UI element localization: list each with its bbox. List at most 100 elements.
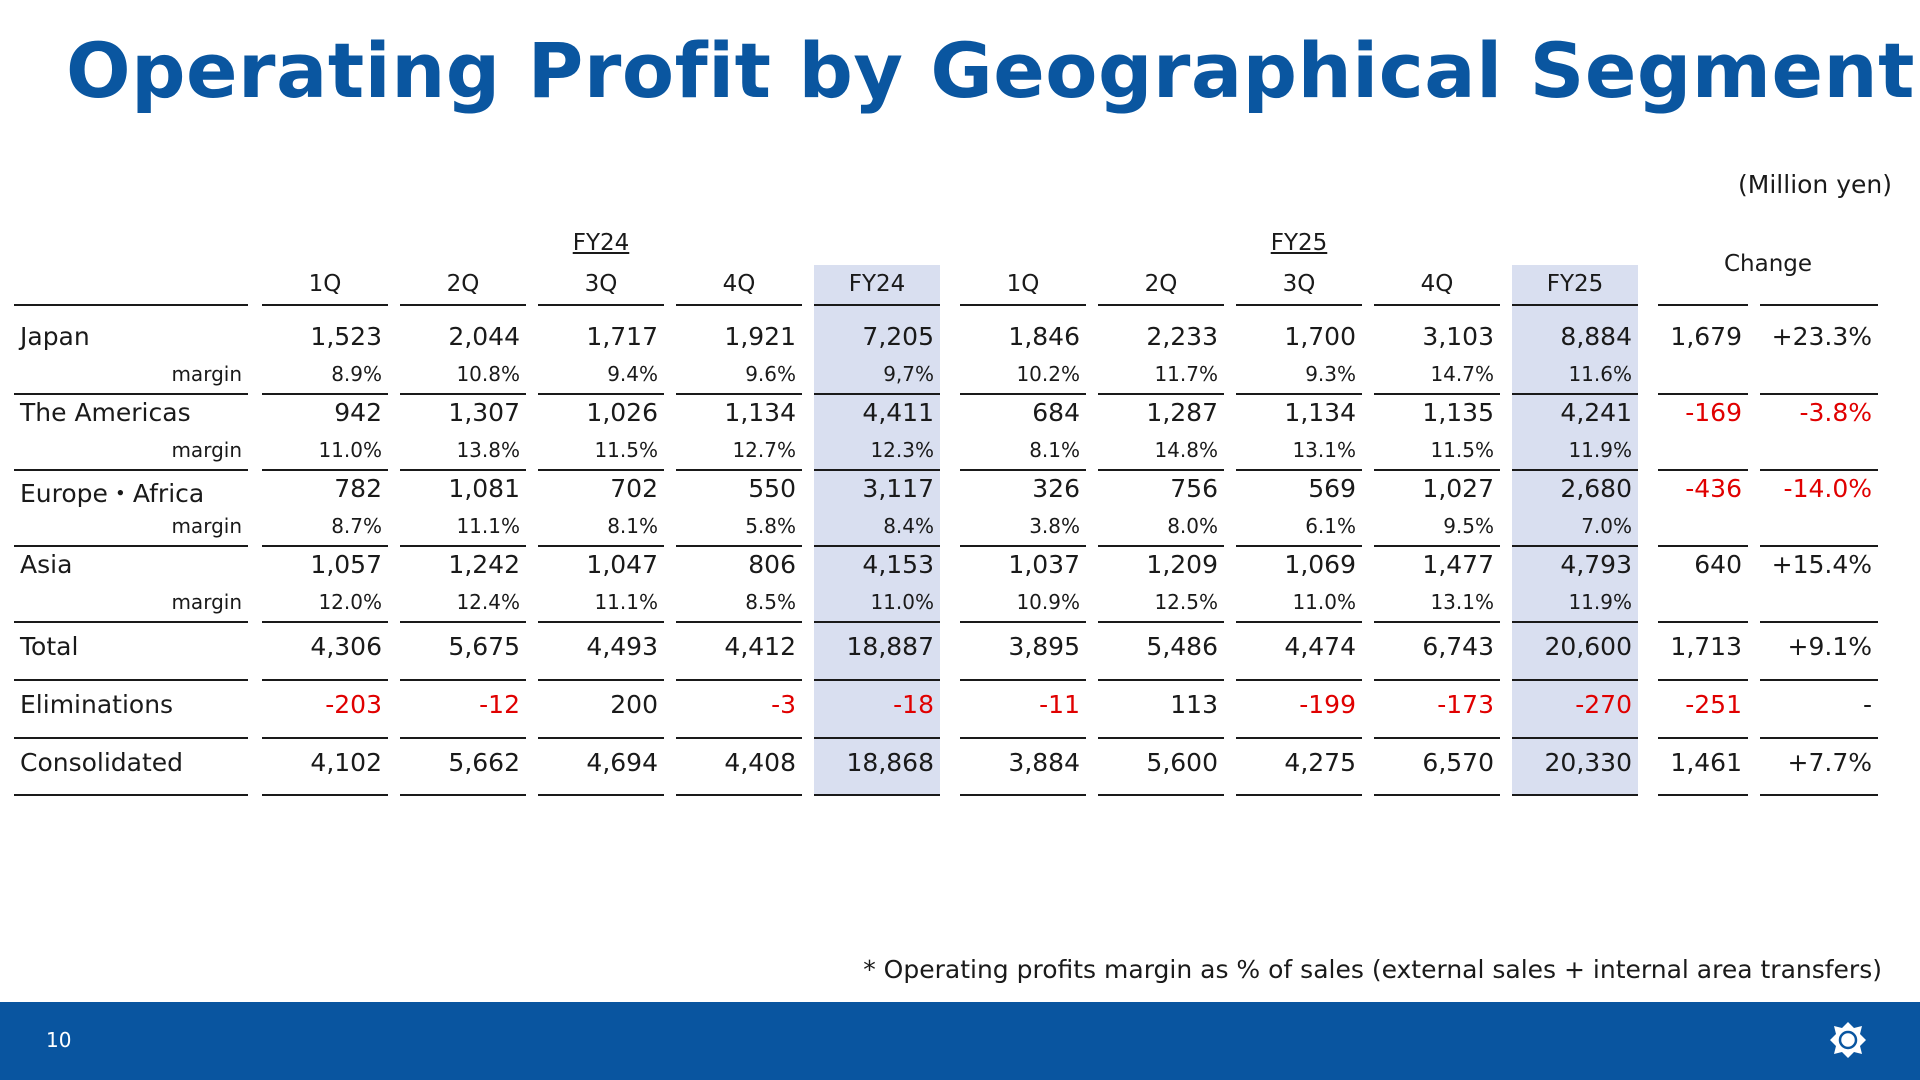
row-rule	[262, 469, 388, 471]
value-cell: 113	[1170, 690, 1218, 719]
margin-cell: 8.7%	[331, 514, 382, 538]
value-cell: 1,037	[1008, 550, 1080, 579]
row-rule	[14, 469, 248, 471]
value-cell: 550	[748, 474, 796, 503]
value-cell: 5,662	[448, 748, 520, 777]
footnote: * Operating profits margin as % of sales…	[863, 955, 1882, 984]
row-rule	[676, 304, 802, 306]
margin-cell: 10.2%	[1016, 362, 1080, 386]
margin-label: margin	[171, 590, 242, 614]
margin-cell: 9.3%	[1305, 362, 1356, 386]
value-cell: 4,408	[724, 748, 796, 777]
column-header: FY24	[848, 271, 906, 297]
row-rule	[960, 304, 1086, 306]
value-cell: 756	[1170, 474, 1218, 503]
value-cell: 3,103	[1422, 322, 1494, 351]
row-rule	[960, 469, 1086, 471]
value-cell: 702	[610, 474, 658, 503]
value-cell: 4,102	[310, 748, 382, 777]
row-rule	[400, 737, 526, 739]
group-header-fy24: FY24	[572, 230, 630, 256]
row-rule	[1512, 393, 1638, 395]
row-rule	[814, 621, 940, 623]
value-cell: 806	[748, 550, 796, 579]
change-cell: +15.4%	[1771, 550, 1872, 579]
row-rule	[676, 679, 802, 681]
row-rule	[1760, 621, 1878, 623]
margin-cell: 12.5%	[1154, 590, 1218, 614]
change-cell: 1,679	[1670, 322, 1742, 351]
row-rule	[14, 545, 248, 547]
margin-cell: 9.5%	[1443, 514, 1494, 538]
row-rule	[1760, 545, 1878, 547]
unit-note: (Million yen)	[1738, 170, 1892, 199]
row-rule	[538, 794, 664, 796]
row-rule	[1658, 621, 1748, 623]
margin-cell: 12.0%	[318, 590, 382, 614]
margin-cell: 3.8%	[1029, 514, 1080, 538]
margin-label: margin	[171, 514, 242, 538]
row-rule	[1374, 304, 1500, 306]
value-cell: 1,069	[1284, 550, 1356, 579]
row-rule	[14, 794, 248, 796]
value-cell: 1,134	[1284, 398, 1356, 427]
row-rule	[400, 469, 526, 471]
column-header: 4Q	[722, 271, 756, 297]
row-rule	[262, 393, 388, 395]
margin-cell: 11.9%	[1568, 438, 1632, 462]
value-cell: 1,846	[1008, 322, 1080, 351]
value-cell: 684	[1032, 398, 1080, 427]
margin-cell: 10.9%	[1016, 590, 1080, 614]
row-label: Japan	[20, 322, 90, 351]
value-cell: 2,233	[1146, 322, 1218, 351]
value-cell: 4,153	[862, 550, 934, 579]
row-rule	[676, 621, 802, 623]
margin-cell: 10.8%	[456, 362, 520, 386]
row-rule	[1512, 621, 1638, 623]
row-rule	[400, 794, 526, 796]
row-rule	[1658, 679, 1748, 681]
row-rule	[960, 393, 1086, 395]
value-cell: 942	[334, 398, 382, 427]
value-cell: 3,895	[1008, 632, 1080, 661]
change-cell: 1,461	[1670, 748, 1742, 777]
row-rule	[814, 794, 940, 796]
row-rule	[1658, 393, 1748, 395]
change-cell: 1,713	[1670, 632, 1742, 661]
change-cell: 640	[1694, 550, 1742, 579]
column-header: 3Q	[1282, 271, 1316, 297]
row-rule	[1760, 304, 1878, 306]
margin-cell: 8.9%	[331, 362, 382, 386]
row-rule	[960, 737, 1086, 739]
row-rule	[400, 545, 526, 547]
margin-cell: 9,7%	[883, 362, 934, 386]
row-rule	[1512, 679, 1638, 681]
annual-column-highlight	[1512, 265, 1638, 795]
company-logo-icon	[1830, 1022, 1866, 1058]
value-cell: 8,884	[1560, 322, 1632, 351]
row-rule	[14, 393, 248, 395]
row-rule	[676, 393, 802, 395]
change-cell: +9.1%	[1787, 632, 1872, 661]
row-rule	[1098, 304, 1224, 306]
value-cell: -3	[771, 690, 796, 719]
value-cell: -270	[1575, 690, 1632, 719]
value-cell: -199	[1299, 690, 1356, 719]
row-rule	[1658, 737, 1748, 739]
row-rule	[1098, 393, 1224, 395]
margin-cell: 12.4%	[456, 590, 520, 614]
row-rule	[1098, 737, 1224, 739]
row-rule	[14, 679, 248, 681]
row-rule	[1374, 393, 1500, 395]
row-rule	[1236, 393, 1362, 395]
value-cell: 20,330	[1544, 748, 1632, 777]
change-cell: -251	[1685, 690, 1742, 719]
row-rule	[1098, 621, 1224, 623]
value-cell: 1,523	[310, 322, 382, 351]
row-rule	[960, 621, 1086, 623]
row-rule	[676, 737, 802, 739]
value-cell: 4,412	[724, 632, 796, 661]
row-rule	[1374, 621, 1500, 623]
margin-label: margin	[171, 362, 242, 386]
row-rule	[1236, 679, 1362, 681]
